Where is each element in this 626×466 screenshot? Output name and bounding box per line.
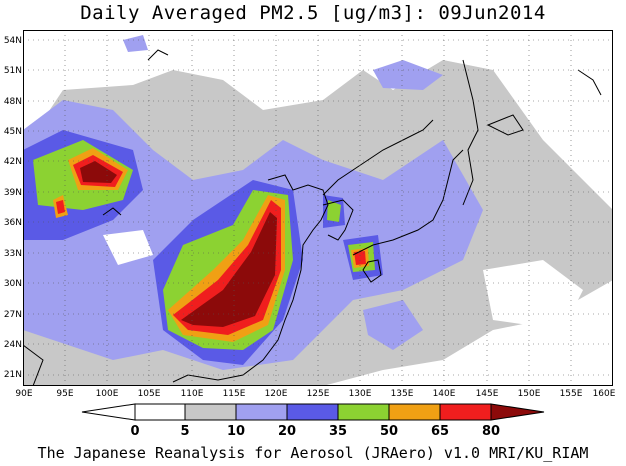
colorbar-tick: 5 — [180, 424, 190, 439]
credit-line: The Japanese Reanalysis for Aerosol (JRA… — [37, 444, 589, 462]
lat-label: 42N — [3, 157, 22, 167]
colorbar-swatch — [388, 403, 441, 421]
lon-label: 145E — [475, 389, 499, 399]
lat-label: 39N — [3, 188, 22, 198]
lon-label: 160E — [592, 389, 616, 399]
colorbar-tick: 0 — [130, 424, 140, 439]
lat-label: 36N — [3, 218, 22, 228]
lat-label: 30N — [3, 279, 22, 289]
lon-label: 150E — [517, 389, 541, 399]
colorbar-swatch — [439, 403, 492, 421]
lon-label: 115E — [222, 389, 246, 399]
colorbar-tick: 80 — [481, 424, 501, 439]
map-frame — [23, 30, 613, 386]
lon-label: 90E — [15, 389, 33, 399]
lat-label: 24N — [3, 340, 22, 350]
lon-label: 95E — [56, 389, 74, 399]
colorbar-tick: 20 — [277, 424, 297, 439]
map-title: Daily Averaged PM2.5 [ug/m3]: 09Jun2014 — [80, 2, 546, 24]
contour-darkred — [80, 161, 277, 327]
colorbar-tick: 35 — [328, 424, 348, 439]
colorbar — [81, 403, 545, 421]
lat-label: 33N — [3, 249, 22, 259]
colorbar-arrow-high — [490, 403, 545, 421]
lat-label: 54N — [3, 36, 22, 46]
graticule — [23, 30, 613, 386]
colorbar-arrow-low — [81, 403, 136, 421]
lon-label: 135E — [390, 389, 414, 399]
lon-label: 105E — [137, 389, 161, 399]
lat-label: 48N — [3, 97, 22, 107]
colorbar-tick: 50 — [379, 424, 399, 439]
lat-label: 27N — [3, 310, 22, 320]
lat-label: 51N — [3, 66, 22, 76]
colorbar-swatch — [286, 403, 339, 421]
pm25-map — [23, 30, 613, 386]
colorbar-tick: 10 — [226, 424, 246, 439]
lat-label: 21N — [3, 370, 22, 380]
lon-label: 100E — [95, 389, 119, 399]
lon-label: 125E — [306, 389, 330, 399]
lon-label: 110E — [180, 389, 204, 399]
colorbar-swatch — [337, 403, 390, 421]
colorbar-tick: 65 — [430, 424, 450, 439]
colorbar-swatch — [134, 403, 186, 421]
colorbar-swatch — [235, 403, 288, 421]
colorbar-swatch — [184, 403, 237, 421]
lat-label: 45N — [3, 127, 22, 137]
coastlines — [23, 49, 602, 386]
lon-label: 120E — [264, 389, 288, 399]
lon-label: 155E — [559, 389, 583, 399]
lon-label: 140E — [432, 389, 456, 399]
lon-label: 130E — [348, 389, 372, 399]
